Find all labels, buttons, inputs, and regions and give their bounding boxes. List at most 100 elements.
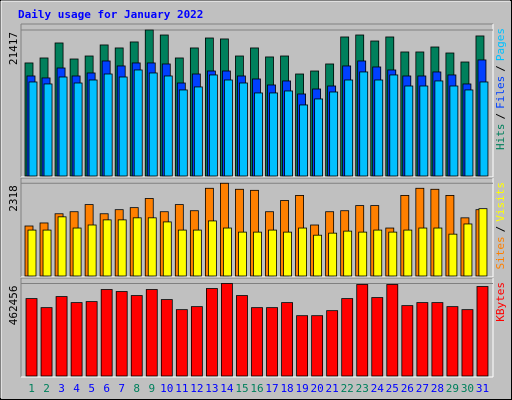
bar: [343, 230, 353, 277]
bar: [102, 219, 112, 277]
bar: [464, 89, 474, 177]
x-tick-label: 26: [401, 382, 414, 395]
bar: [133, 69, 143, 177]
bar: [283, 231, 292, 277]
bar: [254, 92, 263, 177]
legend-entry: Files: [494, 76, 507, 109]
x-tick-label: 28: [431, 382, 444, 395]
bar: [193, 86, 203, 177]
bar: [281, 302, 293, 377]
x-tick-label: 16: [250, 382, 263, 395]
bar: [88, 79, 98, 177]
bar: [389, 74, 399, 177]
x-tick-label: 17: [265, 382, 278, 395]
x-tick-label: 31: [476, 382, 489, 395]
bar: [28, 81, 38, 177]
bar: [132, 217, 142, 277]
x-tick-label: 24: [371, 382, 385, 395]
bar: [72, 227, 82, 277]
bar: [266, 307, 278, 377]
bar: [284, 90, 293, 177]
bar: [223, 227, 232, 277]
legend-entry: Hits: [494, 124, 507, 151]
x-tick-label: 12: [190, 382, 203, 395]
bar: [162, 221, 172, 277]
legend: Sites / Visits: [494, 182, 507, 270]
x-tick-label: 2: [43, 382, 50, 395]
bar: [163, 75, 173, 177]
bar: [57, 216, 67, 277]
legend-entry: Sites: [494, 236, 507, 269]
legend-entry: Visits: [494, 182, 507, 222]
bar: [461, 309, 474, 377]
x-tick-label: 10: [160, 382, 173, 395]
x-tick-label: 4: [73, 382, 80, 395]
bar: [449, 85, 459, 177]
bar: [359, 71, 369, 177]
bar: [416, 302, 429, 377]
legend-entry: Pages: [494, 28, 507, 61]
bar: [313, 234, 323, 277]
bar: [148, 72, 158, 177]
bar: [207, 220, 217, 277]
bar: [160, 299, 173, 377]
x-tick-label: 8: [133, 382, 140, 395]
bar: [404, 85, 414, 177]
bar: [299, 104, 308, 177]
bar: [224, 79, 233, 177]
bar: [419, 85, 429, 177]
bar: [130, 295, 143, 377]
bar: [356, 284, 369, 377]
legend: KBytes: [494, 282, 507, 322]
bar: [476, 286, 489, 377]
x-tick-label: 21: [326, 382, 339, 395]
bar: [358, 231, 368, 277]
bar: [431, 302, 444, 377]
bar: [328, 232, 338, 277]
bar: [251, 307, 263, 377]
bar: [40, 307, 53, 377]
legend: Hits / Files / Pages: [494, 28, 507, 150]
x-tick-label: 19: [295, 382, 308, 395]
chart-title: Daily usage for January 2022: [18, 8, 203, 21]
bar: [344, 79, 354, 177]
bar: [87, 224, 97, 277]
bar: [115, 291, 128, 377]
bar: [177, 229, 187, 277]
bar: [55, 296, 68, 377]
x-tick-label: 27: [416, 382, 429, 395]
bar: [25, 298, 38, 377]
bar: [314, 98, 324, 177]
x-tick-label: 23: [356, 382, 369, 395]
bar: [269, 92, 278, 177]
legend-separator: /: [494, 65, 507, 72]
bar: [221, 283, 233, 377]
y-tick-label: 2318: [7, 185, 20, 212]
bar: [117, 219, 127, 277]
bar: [371, 297, 384, 377]
x-tick-label: 5: [88, 382, 95, 395]
x-tick-label: 14: [220, 382, 234, 395]
bar: [298, 227, 307, 277]
y-tick-label: 21417: [7, 32, 20, 65]
y-tick-label: 462456: [7, 286, 20, 326]
bar: [43, 83, 53, 177]
bar: [147, 217, 157, 277]
bar: [373, 229, 383, 277]
bar: [388, 231, 398, 277]
bar: [100, 289, 113, 377]
bar: [208, 74, 218, 177]
x-tick-label: 20: [311, 382, 324, 395]
x-tick-label: 9: [148, 382, 155, 395]
bar: [434, 80, 444, 177]
x-tick-label: 7: [118, 382, 125, 395]
bar: [403, 229, 413, 277]
x-tick-label: 6: [103, 382, 110, 395]
x-tick-label: 3: [58, 382, 65, 395]
bar: [311, 315, 324, 377]
legend-separator: /: [494, 113, 507, 120]
x-tick-label: 11: [175, 382, 188, 395]
bar: [178, 89, 188, 177]
bar: [341, 298, 354, 377]
x-tick-label: 22: [341, 382, 354, 395]
